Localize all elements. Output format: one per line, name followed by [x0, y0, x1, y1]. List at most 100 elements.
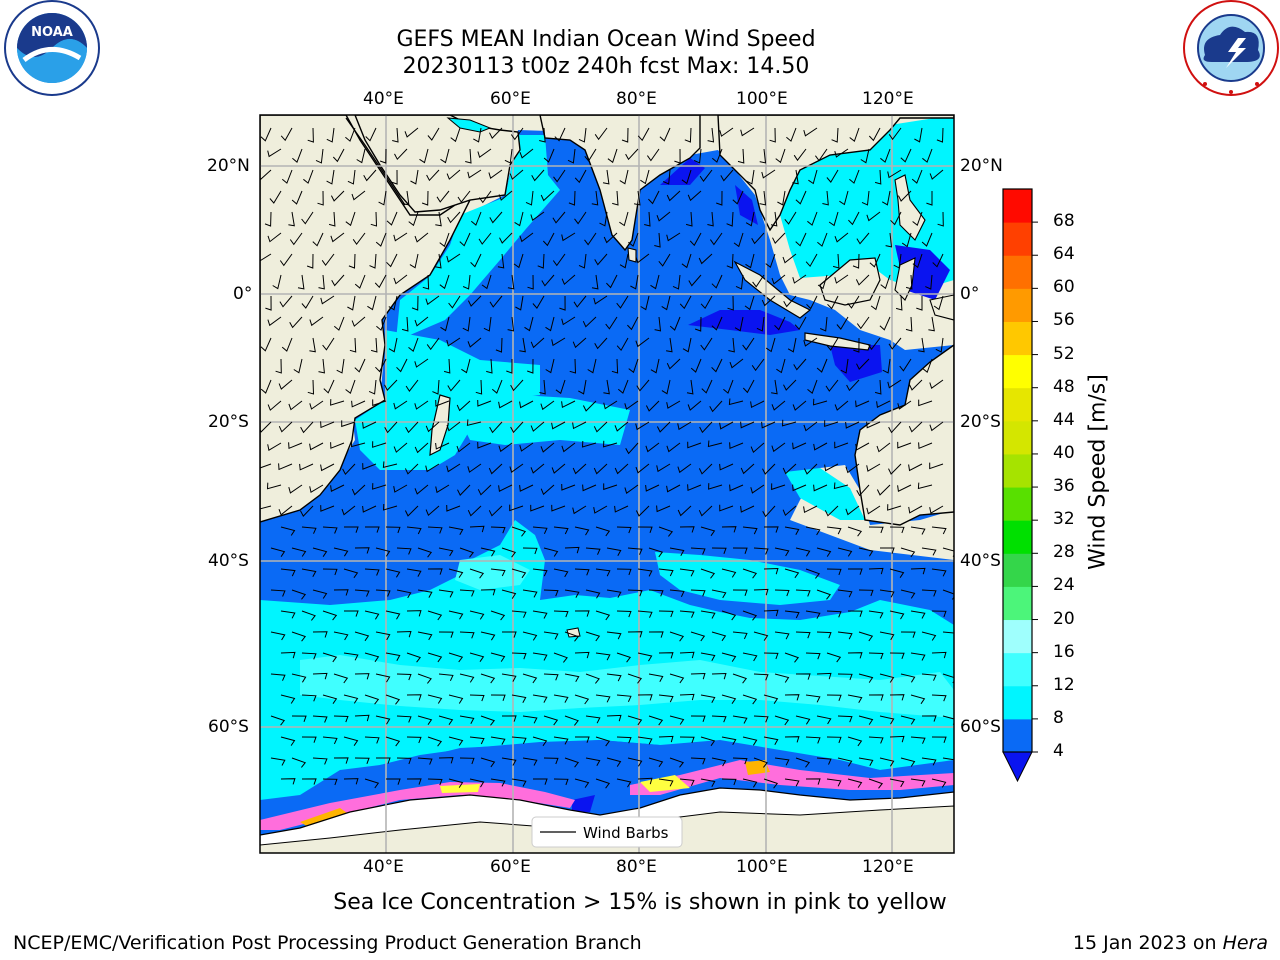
wind-barb — [606, 274, 618, 289]
wind-barb — [312, 589, 328, 599]
wind-barb — [840, 358, 849, 374]
wind-barb — [532, 694, 548, 703]
wind-barb — [333, 547, 349, 557]
wind-barb — [925, 274, 933, 290]
wind-barb — [880, 547, 895, 554]
wind-barb — [480, 547, 496, 557]
wind-barb — [419, 148, 429, 164]
wind-barb — [507, 274, 515, 290]
wind-barb — [669, 547, 685, 556]
wind-barb — [599, 211, 608, 227]
wind-barb — [803, 463, 818, 475]
wind-barb — [762, 505, 776, 518]
wind-barb — [795, 190, 807, 205]
wind-barb — [839, 190, 849, 206]
colorbar-tick-label: 52 — [1053, 343, 1075, 364]
wind-barb — [900, 148, 912, 163]
wind-barb — [372, 399, 387, 407]
wind-barb — [858, 589, 874, 597]
wind-barb — [459, 673, 475, 683]
wind-barb — [910, 652, 926, 661]
colorbar-frame — [1002, 188, 1033, 753]
wind-barb — [427, 568, 443, 575]
wind-barb — [711, 715, 727, 723]
wind-barb — [666, 400, 681, 409]
wind-barb — [707, 127, 715, 143]
wind-barb — [364, 778, 380, 789]
wind-barb — [469, 736, 485, 745]
wind-barb — [564, 589, 580, 598]
wind-barb — [543, 589, 559, 597]
wind-barb — [687, 484, 702, 492]
wind-barb — [405, 421, 419, 434]
wind-barb — [322, 778, 338, 786]
wind-barb — [309, 400, 324, 410]
wind-barb — [281, 337, 293, 352]
wind-barb — [509, 504, 524, 512]
wind-barb — [762, 463, 776, 475]
wind-barb — [498, 484, 513, 492]
wind-barb — [477, 399, 492, 407]
wind-barb — [698, 505, 713, 517]
wind-barb — [393, 442, 408, 453]
wind-barb — [627, 715, 643, 726]
colorbar-tick-label: 60 — [1053, 277, 1075, 298]
lat-label-right-40S: 40°S — [960, 551, 1001, 571]
wind-barb — [322, 694, 338, 704]
wind-barb — [593, 463, 608, 475]
wind-barb — [732, 190, 744, 205]
wind-barb — [553, 778, 569, 786]
wind-barb — [742, 379, 755, 394]
wind-barb — [375, 673, 391, 683]
wind-barb — [803, 337, 818, 347]
wind-barb — [900, 631, 916, 638]
wind-barb — [459, 631, 475, 639]
wind-barb — [637, 777, 653, 785]
wind-barb — [530, 421, 545, 432]
wind-barb — [700, 526, 716, 537]
wind-barb — [742, 694, 758, 705]
wind-barb — [591, 274, 599, 290]
wind-barb — [921, 589, 937, 597]
wind-barb — [582, 400, 597, 412]
wind-barb — [375, 715, 391, 725]
wind-barb — [727, 295, 734, 311]
wind-barb — [648, 757, 664, 768]
wind-barb — [816, 631, 832, 639]
wind-barb — [690, 547, 706, 555]
colorbar-segment — [1003, 387, 1032, 422]
wind-barb — [572, 463, 587, 475]
wind-barb — [539, 127, 546, 143]
wind-barb — [640, 295, 650, 311]
wind-barb — [606, 631, 622, 640]
wind-barb — [264, 211, 272, 227]
wind-barb — [711, 589, 727, 599]
wind-barb — [465, 148, 472, 164]
wind-barb — [742, 568, 758, 579]
wind-barb — [530, 337, 545, 349]
wind-barb — [728, 337, 735, 353]
wind-barb — [322, 337, 335, 351]
wind-barb — [700, 295, 713, 310]
wind-barb — [595, 694, 611, 703]
wind-barb — [427, 694, 443, 704]
wind-barb — [333, 715, 349, 723]
colorbar-segment — [1003, 520, 1032, 554]
wind-barb — [393, 232, 408, 242]
wind-barb — [402, 190, 410, 206]
wind-barb — [488, 505, 503, 517]
wind-barb — [312, 672, 328, 680]
wind-barb — [721, 526, 737, 533]
wind-barb — [826, 568, 842, 576]
wind-barb — [280, 568, 296, 577]
wind-barb — [414, 358, 429, 368]
wind-barb — [669, 631, 685, 642]
wind-barb — [677, 421, 692, 431]
wind-barb — [573, 295, 587, 308]
wind-barb — [686, 379, 694, 395]
colorbar-segment — [1003, 354, 1032, 389]
wind-barb — [519, 484, 534, 492]
wind-barb — [291, 547, 307, 557]
wind-barb — [784, 778, 800, 787]
wind-barb — [690, 757, 706, 765]
